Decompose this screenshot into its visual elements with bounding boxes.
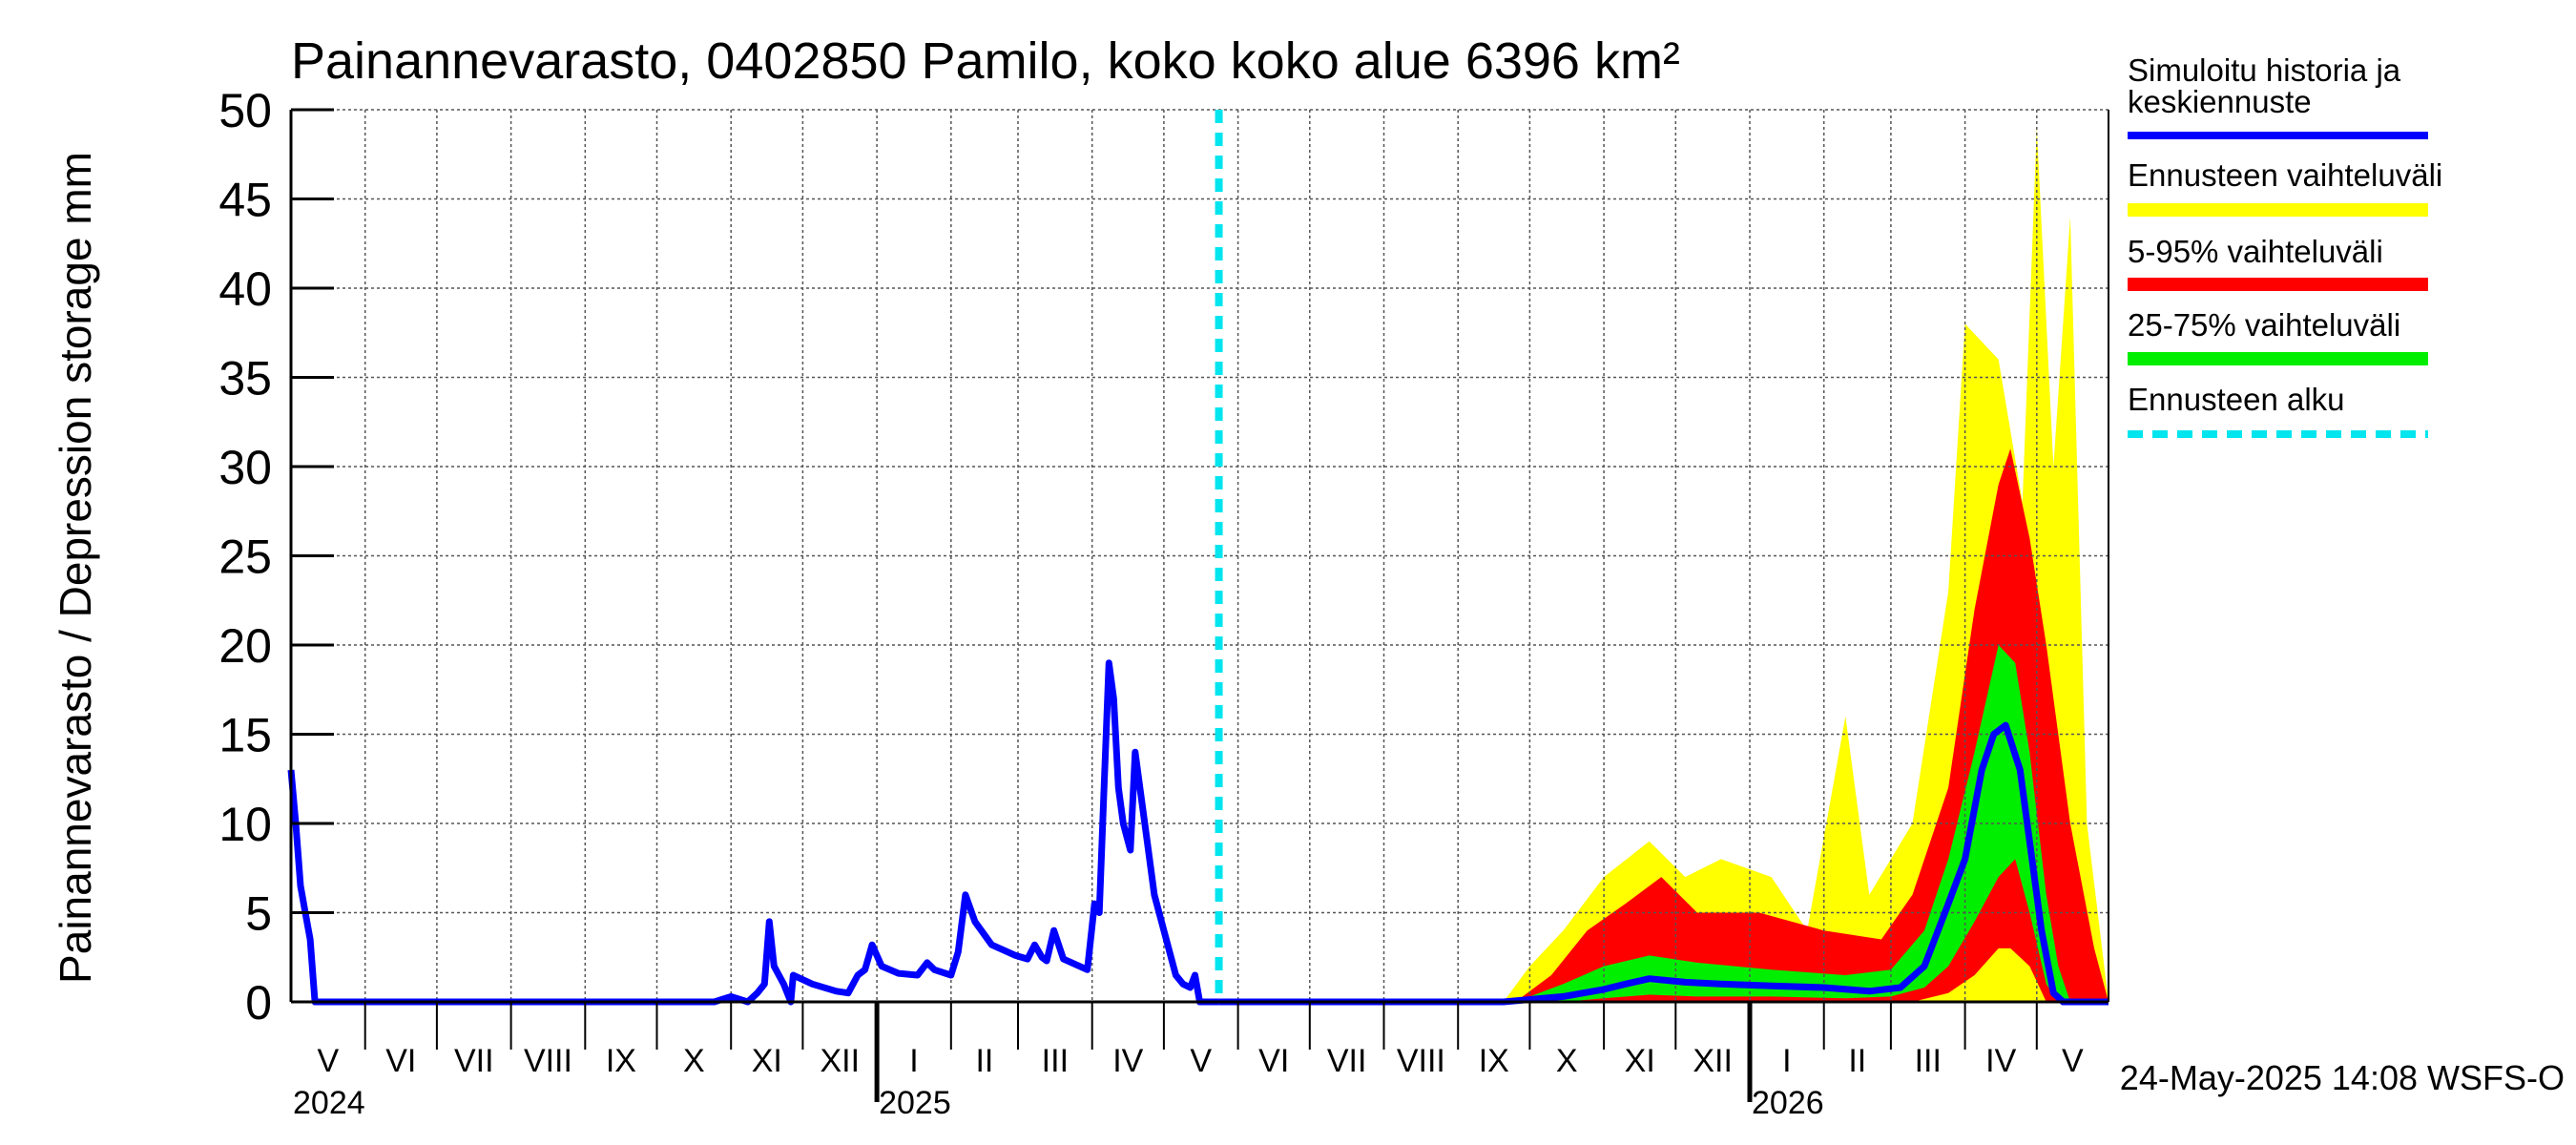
y-tick-label: 25 (218, 531, 272, 584)
y-tick-label: 20 (218, 619, 272, 673)
x-year-label: 2024 (293, 1085, 365, 1121)
plot-layers (1218, 127, 2109, 1002)
x-month-label: VIII (1397, 1043, 1445, 1079)
legend-label: 25-75% vaihteluväli (2128, 307, 2400, 343)
y-tick-label: 30 (218, 441, 272, 494)
y-tick-label: 50 (218, 84, 272, 137)
x-month-label: V (2062, 1043, 2084, 1079)
x-month-label: IX (1479, 1043, 1509, 1079)
y-tick-label: 15 (218, 709, 272, 762)
legend-label: 5-95% vaihteluväli (2128, 234, 2383, 269)
y-axis-label: Painannevarasto / Depression storage mm (51, 152, 100, 984)
x-year-label: 2025 (879, 1085, 951, 1121)
x-month-label: I (909, 1043, 918, 1079)
series-layer (287, 110, 2109, 1006)
x-month-label: XI (1625, 1043, 1655, 1079)
y-tick-label: 35 (218, 352, 272, 406)
x-month-label: XI (752, 1043, 782, 1079)
x-month-label: II (975, 1043, 993, 1079)
x-month-label: XII (1693, 1043, 1733, 1079)
x-month-label: VII (454, 1043, 494, 1079)
legend-label-line: keskiennuste (2128, 84, 2312, 119)
history-line (287, 659, 1219, 1006)
x-month-label: XII (820, 1043, 860, 1079)
legend-label-line: Simuloitu historia ja (2128, 52, 2401, 88)
x-month-label: III (1042, 1043, 1069, 1079)
chart-title: Painannevarasto, 0402850 Pamilo, koko ko… (291, 32, 1680, 90)
x-month-label: II (1848, 1043, 1866, 1079)
x-month-label: IV (1112, 1043, 1143, 1079)
legend-label: Ennusteen vaihteluväli (2128, 157, 2442, 193)
band-5-95 (1218, 448, 2109, 1002)
x-month-label: X (1556, 1043, 1578, 1079)
x-month-label: IV (1985, 1043, 2016, 1079)
x-month-label: VIII (524, 1043, 572, 1079)
x-month-label: X (683, 1043, 705, 1079)
x-month-label: VII (1327, 1043, 1367, 1079)
y-tick-label: 10 (218, 798, 272, 851)
x-month-label: III (1915, 1043, 1942, 1079)
y-tick-label: 0 (245, 976, 272, 1030)
x-month-label: IX (606, 1043, 636, 1079)
legend: Simuloitu historia ja keskiennuste Ennuste… (2128, 52, 2442, 438)
forecast-median-line (1218, 721, 2109, 1006)
legend-label: Simuloitu historia ja keskiennuste (2128, 52, 2401, 119)
x-month-label: V (318, 1043, 340, 1079)
x-month-label: VI (385, 1043, 416, 1079)
x-month-label: VI (1258, 1043, 1289, 1079)
x-year-label: 2026 (1752, 1085, 1824, 1121)
x-month-label: I (1782, 1043, 1791, 1079)
x-month-label: V (1190, 1043, 1212, 1079)
legend-label: Ennusteen alku (2128, 382, 2345, 417)
y-tick-label: 5 (245, 887, 272, 941)
y-tick-label: 45 (218, 174, 272, 227)
y-tick-label: 40 (218, 262, 272, 316)
footer-timestamp: 24-May-2025 14:08 WSFS-O (2120, 1058, 2565, 1097)
